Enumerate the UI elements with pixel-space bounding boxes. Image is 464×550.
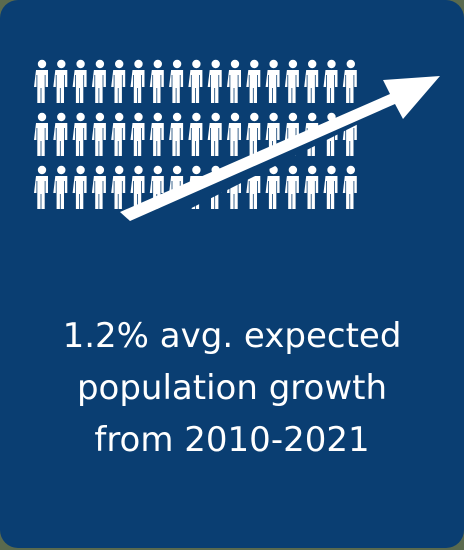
- person-icon: [130, 59, 145, 103]
- person-icon: [53, 112, 68, 156]
- person-icon: [188, 112, 203, 156]
- person-icon: [246, 165, 261, 209]
- person-icon: [265, 165, 280, 209]
- person-icon: [342, 165, 357, 209]
- person-icon: [91, 59, 106, 103]
- person-icon: [91, 112, 106, 156]
- person-icon: [207, 112, 222, 156]
- person-icon: [72, 59, 87, 103]
- person-icon: [226, 112, 241, 156]
- person-icon: [246, 112, 261, 156]
- person-icon: [34, 59, 48, 103]
- stat-caption: 1.2% avg. expected population growth fro…: [0, 310, 464, 466]
- person-icon: [207, 59, 222, 103]
- person-icon: [169, 112, 184, 156]
- person-icon: [188, 59, 203, 103]
- person-icon: [284, 59, 299, 103]
- stat-line-1: 1.2% avg. expected: [62, 316, 402, 356]
- person-icon: [111, 59, 126, 103]
- person-icon: [323, 59, 338, 103]
- person-icon: [149, 59, 164, 103]
- person-icon: [53, 165, 68, 209]
- person-icon: [265, 59, 280, 103]
- person-icon: [323, 165, 338, 209]
- person-icon: [111, 112, 126, 156]
- person-icon: [169, 59, 184, 103]
- person-icon: [34, 165, 48, 209]
- population-growth-icon: [30, 56, 440, 231]
- person-icon: [72, 112, 87, 156]
- person-icon: [284, 165, 299, 209]
- person-icon: [130, 165, 145, 209]
- person-icon: [111, 165, 126, 209]
- stat-line-3: from 2010-2021: [94, 420, 370, 460]
- person-icon: [149, 112, 164, 156]
- person-icon: [91, 165, 106, 209]
- growth-arrow-icon: [120, 76, 440, 221]
- person-icon: [246, 59, 261, 103]
- person-icon: [53, 59, 68, 103]
- stat-line-2: population growth: [76, 368, 388, 408]
- person-icon: [226, 59, 241, 103]
- person-icon: [130, 112, 145, 156]
- person-icon: [304, 165, 319, 209]
- person-icon: [304, 59, 319, 103]
- person-icon: [342, 59, 357, 103]
- people-arrow-graphic: [34, 59, 440, 221]
- person-icon: [72, 165, 87, 209]
- person-icon: [34, 112, 48, 156]
